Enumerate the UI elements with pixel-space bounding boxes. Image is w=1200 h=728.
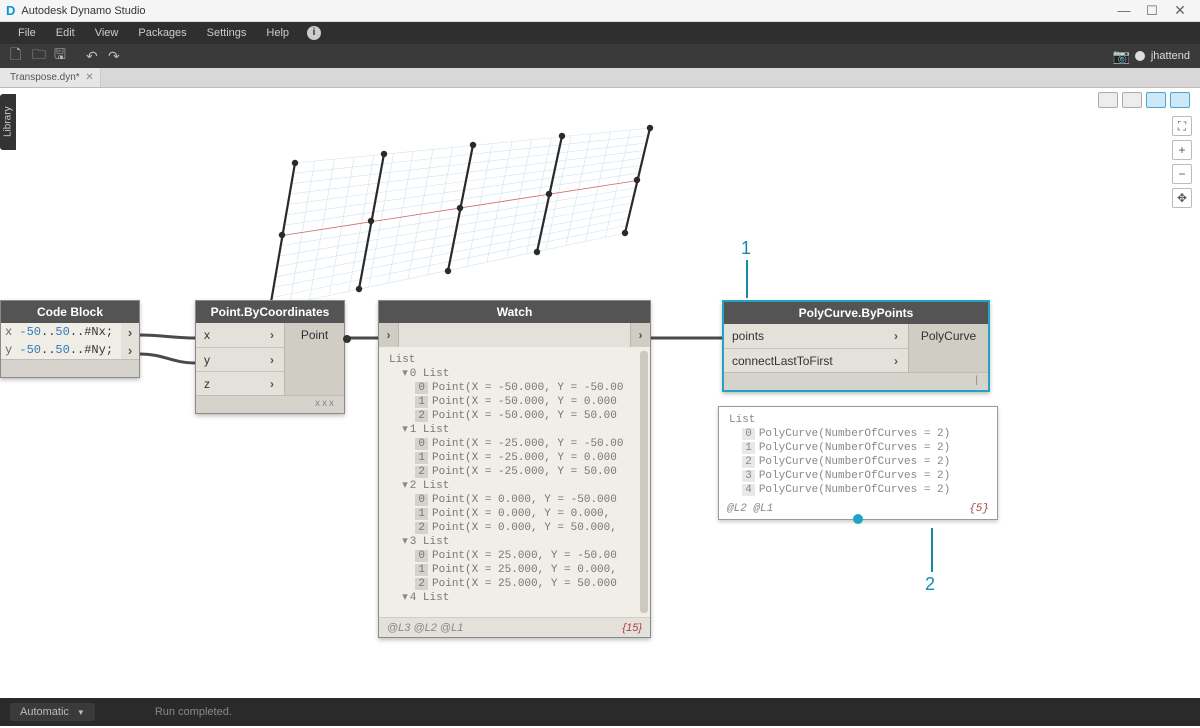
- window-minimize-button[interactable]: —: [1110, 3, 1138, 18]
- annotation-line: [931, 528, 933, 572]
- redo-icon[interactable]: ↷: [108, 48, 130, 65]
- viewmode-3d-icon[interactable]: [1098, 92, 1118, 108]
- view-mode-switcher: [1098, 92, 1190, 108]
- resize-handle[interactable]: [853, 514, 863, 524]
- scrollbar[interactable]: [640, 351, 648, 613]
- screenshot-icon[interactable]: 📷: [1113, 48, 1135, 65]
- menu-help[interactable]: Help: [256, 27, 299, 39]
- input-port-z[interactable]: z: [196, 377, 218, 391]
- node-watch[interactable]: Watch › › List ▾0 List 0Point(X = -50.00…: [378, 300, 651, 638]
- undo-icon[interactable]: ↶: [86, 48, 108, 65]
- workspace[interactable]: Library ⛶ + − ✥ Code Block x -5: [0, 88, 1200, 698]
- user-badge[interactable]: jhattend: [1135, 50, 1190, 62]
- user-dot-icon: [1135, 51, 1145, 61]
- viewmode-graph-icon[interactable]: [1146, 92, 1166, 108]
- annotation-1: 1: [741, 238, 751, 259]
- cb-num: -50: [19, 325, 41, 339]
- output-port[interactable]: ›: [121, 325, 139, 340]
- cb-var: x: [5, 325, 12, 339]
- nav-zoom-out-icon[interactable]: −: [1172, 164, 1192, 184]
- cb-tail: ..#Ny;: [70, 343, 113, 357]
- document-tabbar: Transpose.dyn* ✕: [0, 68, 1200, 88]
- window-maximize-button[interactable]: ☐: [1138, 3, 1166, 19]
- lacing-indicator: xxx: [196, 395, 344, 413]
- app-logo: D: [6, 3, 15, 18]
- input-port-points[interactable]: points: [724, 329, 772, 343]
- watch-count: {5}: [969, 503, 989, 515]
- titlebar: D Autodesk Dynamo Studio — ☐ ✕: [0, 0, 1200, 22]
- chevron-down-icon: ▼: [77, 708, 85, 717]
- run-mode-dropdown[interactable]: Automatic ▼: [10, 703, 95, 721]
- chevron-right-icon: ›: [260, 377, 284, 391]
- watch-levels: @L2 @L1: [727, 503, 773, 515]
- node-point-bycoordinates[interactable]: Point.ByCoordinates x › y › z › Point xxx: [195, 300, 345, 414]
- library-panel-tab[interactable]: Library: [0, 94, 16, 150]
- user-name: jhattend: [1151, 50, 1190, 62]
- cb-tail: ..#Nx;: [70, 325, 113, 339]
- menu-view[interactable]: View: [85, 27, 129, 39]
- nav-controls: ⛶ + − ✥: [1172, 116, 1192, 208]
- toolbar: 🗋 🗀 🖫 ↶ ↷ 📷 jhattend: [0, 44, 1200, 68]
- nav-pan-icon[interactable]: ✥: [1172, 188, 1192, 208]
- cb-op: ..: [41, 325, 55, 339]
- output-port-polycurve[interactable]: PolyCurve: [921, 329, 976, 343]
- window-close-button[interactable]: ✕: [1166, 2, 1194, 19]
- node-title: Point.ByCoordinates: [196, 301, 344, 323]
- input-port-connectlasttofirst[interactable]: connectLastToFirst: [724, 354, 841, 368]
- output-port[interactable]: ›: [121, 343, 139, 358]
- watch-count: {15}: [622, 622, 642, 634]
- info-icon[interactable]: i: [307, 26, 321, 40]
- input-port-y[interactable]: y: [196, 353, 218, 367]
- watch-output: List ▾0 List 0Point(X = -50.000, Y = -50…: [379, 347, 650, 617]
- node-title: Watch: [379, 301, 650, 323]
- chevron-right-icon: ›: [260, 328, 284, 342]
- open-file-icon[interactable]: 🗀: [32, 44, 54, 68]
- nav-zoom-in-icon[interactable]: +: [1172, 140, 1192, 160]
- cb-var: y: [5, 343, 12, 357]
- save-file-icon[interactable]: 🖫: [54, 44, 76, 68]
- app-title: Autodesk Dynamo Studio: [21, 5, 1110, 17]
- annotation-2: 2: [925, 574, 935, 595]
- node-title: PolyCurve.ByPoints: [724, 302, 988, 324]
- watch-levels: @L3 @L2 @L1: [387, 622, 463, 634]
- output-port-point[interactable]: Point: [301, 328, 328, 342]
- input-port[interactable]: ›: [379, 328, 398, 342]
- run-mode-label: Automatic: [20, 706, 69, 718]
- menu-settings[interactable]: Settings: [197, 27, 257, 39]
- chevron-right-icon: ›: [884, 354, 908, 368]
- status-message: Run completed.: [155, 706, 232, 718]
- chevron-right-icon: ›: [884, 329, 908, 343]
- viewmode-link-icon[interactable]: [1122, 92, 1142, 108]
- output-port[interactable]: ›: [631, 328, 650, 342]
- cb-num: 50: [55, 325, 69, 339]
- viewmode-bg-icon[interactable]: [1170, 92, 1190, 108]
- node-title: Code Block: [1, 301, 139, 323]
- node-code-block[interactable]: Code Block x -50..50..#Nx; › y -50..50..…: [0, 300, 140, 378]
- statusbar: Automatic ▼ Run completed.: [0, 698, 1200, 726]
- menu-edit[interactable]: Edit: [46, 27, 85, 39]
- cb-op: ..: [41, 343, 55, 357]
- polycurve-watch-panel[interactable]: List 0PolyCurve(NumberOfCurves = 2) 1Pol…: [718, 406, 998, 520]
- chevron-right-icon: ›: [260, 353, 284, 367]
- nav-fit-icon[interactable]: ⛶: [1172, 116, 1192, 136]
- port-dot[interactable]: [343, 335, 351, 343]
- document-tab[interactable]: Transpose.dyn* ✕: [0, 68, 101, 87]
- node-polycurve-bypoints[interactable]: PolyCurve.ByPoints points › connectLastTo…: [722, 300, 990, 392]
- input-port-x[interactable]: x: [196, 328, 218, 342]
- document-tab-label: Transpose.dyn*: [10, 72, 80, 83]
- annotation-line: [746, 260, 748, 298]
- close-icon[interactable]: ✕: [85, 72, 93, 83]
- menu-file[interactable]: File: [8, 27, 46, 39]
- menubar: File Edit View Packages Settings Help i: [0, 22, 1200, 44]
- cb-num: -50: [19, 343, 41, 357]
- background-3d-preview: [240, 103, 680, 323]
- menu-packages[interactable]: Packages: [128, 27, 196, 39]
- new-file-icon[interactable]: 🗋: [10, 44, 32, 68]
- cb-num: 50: [55, 343, 69, 357]
